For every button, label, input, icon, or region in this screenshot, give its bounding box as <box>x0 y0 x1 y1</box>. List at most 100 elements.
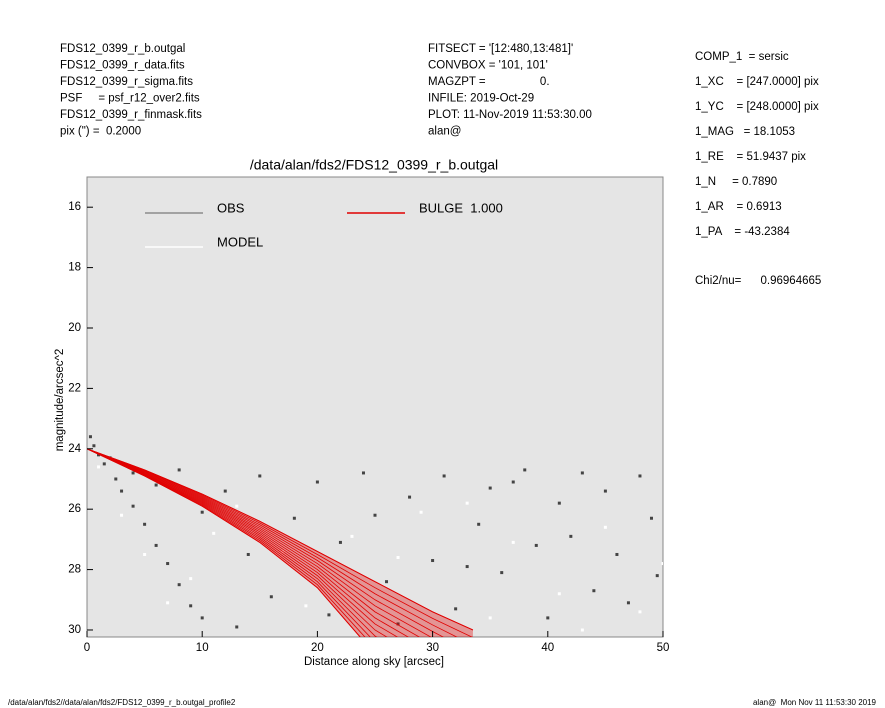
y-tick-label: 16 <box>68 201 81 213</box>
data-point <box>350 534 354 538</box>
header-middle-line: FITSECT = '[12:480,13:481]' <box>428 43 573 55</box>
data-point <box>500 571 504 575</box>
data-point <box>454 607 458 611</box>
data-point <box>120 513 124 517</box>
data-point <box>511 480 515 484</box>
header-left-line: FDS12_0399_r_data.fits <box>60 60 185 72</box>
header-middle-line: MAGZPT = 0. <box>428 76 550 88</box>
data-point <box>154 483 158 487</box>
data-point <box>465 501 469 505</box>
data-point <box>166 562 170 566</box>
bulge-hatch <box>87 448 378 637</box>
bulge-hatch <box>87 448 432 637</box>
data-point <box>327 613 331 617</box>
x-tick-label: 40 <box>541 642 554 654</box>
header-middle-line: CONVBOX = '101, 101' <box>428 60 548 72</box>
marks <box>87 435 663 637</box>
header-middle-line: PLOT: 11-Nov-2019 11:53:30.00 <box>428 109 592 121</box>
data-point <box>246 552 250 556</box>
parameter: 1_MAG = 18.1053 <box>695 126 795 138</box>
parameter: 1_RE = 51.9437 pix <box>695 151 806 163</box>
data-point <box>143 522 147 526</box>
data-point <box>258 474 262 478</box>
bulge-hatch <box>87 448 399 637</box>
data-point <box>189 604 193 608</box>
data-point <box>546 616 550 620</box>
data-point <box>557 501 561 505</box>
y-axis-label: magnitude/arcsec^2 <box>54 349 66 452</box>
header-middle-line: alan@ <box>428 126 461 138</box>
data-point <box>534 543 538 547</box>
data-point <box>431 559 435 563</box>
x-tick-label: 20 <box>311 642 324 654</box>
data-point <box>189 577 193 581</box>
legend-label: MODEL <box>217 234 263 249</box>
data-point <box>488 616 492 620</box>
data-point <box>603 489 607 493</box>
y-tick-label: 30 <box>68 624 81 636</box>
parameter: 1_N = 0.7890 <box>695 176 777 188</box>
data-point <box>88 435 92 439</box>
data-point <box>131 504 135 508</box>
bulge-hatch <box>87 448 444 637</box>
data-point <box>408 495 412 499</box>
bulge-hatch <box>87 448 409 637</box>
header-left-line: FDS12_0399_r_finmask.fits <box>60 109 202 121</box>
parameter: 1_YC = [248.0000] pix <box>695 101 819 113</box>
data-point <box>465 565 469 569</box>
data-point <box>131 471 135 475</box>
header-left-line: PSF = psf_r12_over2.fits <box>60 93 200 105</box>
legend-label: BULGE 1.000 <box>419 200 503 215</box>
data-point <box>396 622 400 626</box>
y-tick-label: 20 <box>68 322 81 334</box>
data-point <box>269 595 273 599</box>
footer-left: /data/alan/fds2//data/alan/fds2/FDS12_03… <box>8 698 236 707</box>
data-point <box>223 489 227 493</box>
data-point <box>154 543 158 547</box>
data-point <box>580 628 584 632</box>
data-point <box>143 552 147 556</box>
data-point <box>114 477 118 481</box>
data-point <box>315 480 319 484</box>
y-tick-label: 28 <box>68 564 81 576</box>
data-point <box>569 534 573 538</box>
data-point <box>235 504 239 508</box>
data-point <box>212 531 216 535</box>
data-point <box>304 604 308 608</box>
bulge-hatch <box>87 448 371 637</box>
data-point <box>385 580 389 584</box>
data-point <box>292 516 296 520</box>
y-tick-label: 22 <box>68 382 81 394</box>
data-point <box>592 589 596 593</box>
x-tick-label: 50 <box>657 642 670 654</box>
header-left-line: pix (") = 0.2000 <box>60 126 141 138</box>
data-point <box>649 516 653 520</box>
data-point <box>626 601 630 605</box>
data-point <box>661 562 663 566</box>
chi2: Chi2/nu= 0.96964665 <box>695 275 821 287</box>
data-point <box>396 556 400 560</box>
data-point <box>166 601 170 605</box>
data-point <box>580 471 584 475</box>
y-tick-label: 18 <box>68 262 81 274</box>
plot-area <box>86 176 664 638</box>
data-point <box>235 625 239 629</box>
bulge-band <box>87 448 474 637</box>
header-middle-line: INFILE: 2019-Oct-29 <box>428 93 534 105</box>
data-point <box>615 552 619 556</box>
parameter: COMP_1 = sersic <box>695 51 789 63</box>
bulge-hatch <box>87 448 458 637</box>
data-point <box>511 540 515 544</box>
x-tick-label: 0 <box>84 642 90 654</box>
data-point <box>97 453 101 457</box>
y-tick-label: 24 <box>68 443 81 455</box>
data-point <box>638 474 642 478</box>
bulge-hatch <box>87 448 421 637</box>
data-point <box>638 610 642 614</box>
data-point <box>655 574 659 578</box>
data-point <box>523 468 527 472</box>
data-point <box>200 616 204 620</box>
data-point <box>477 522 481 526</box>
